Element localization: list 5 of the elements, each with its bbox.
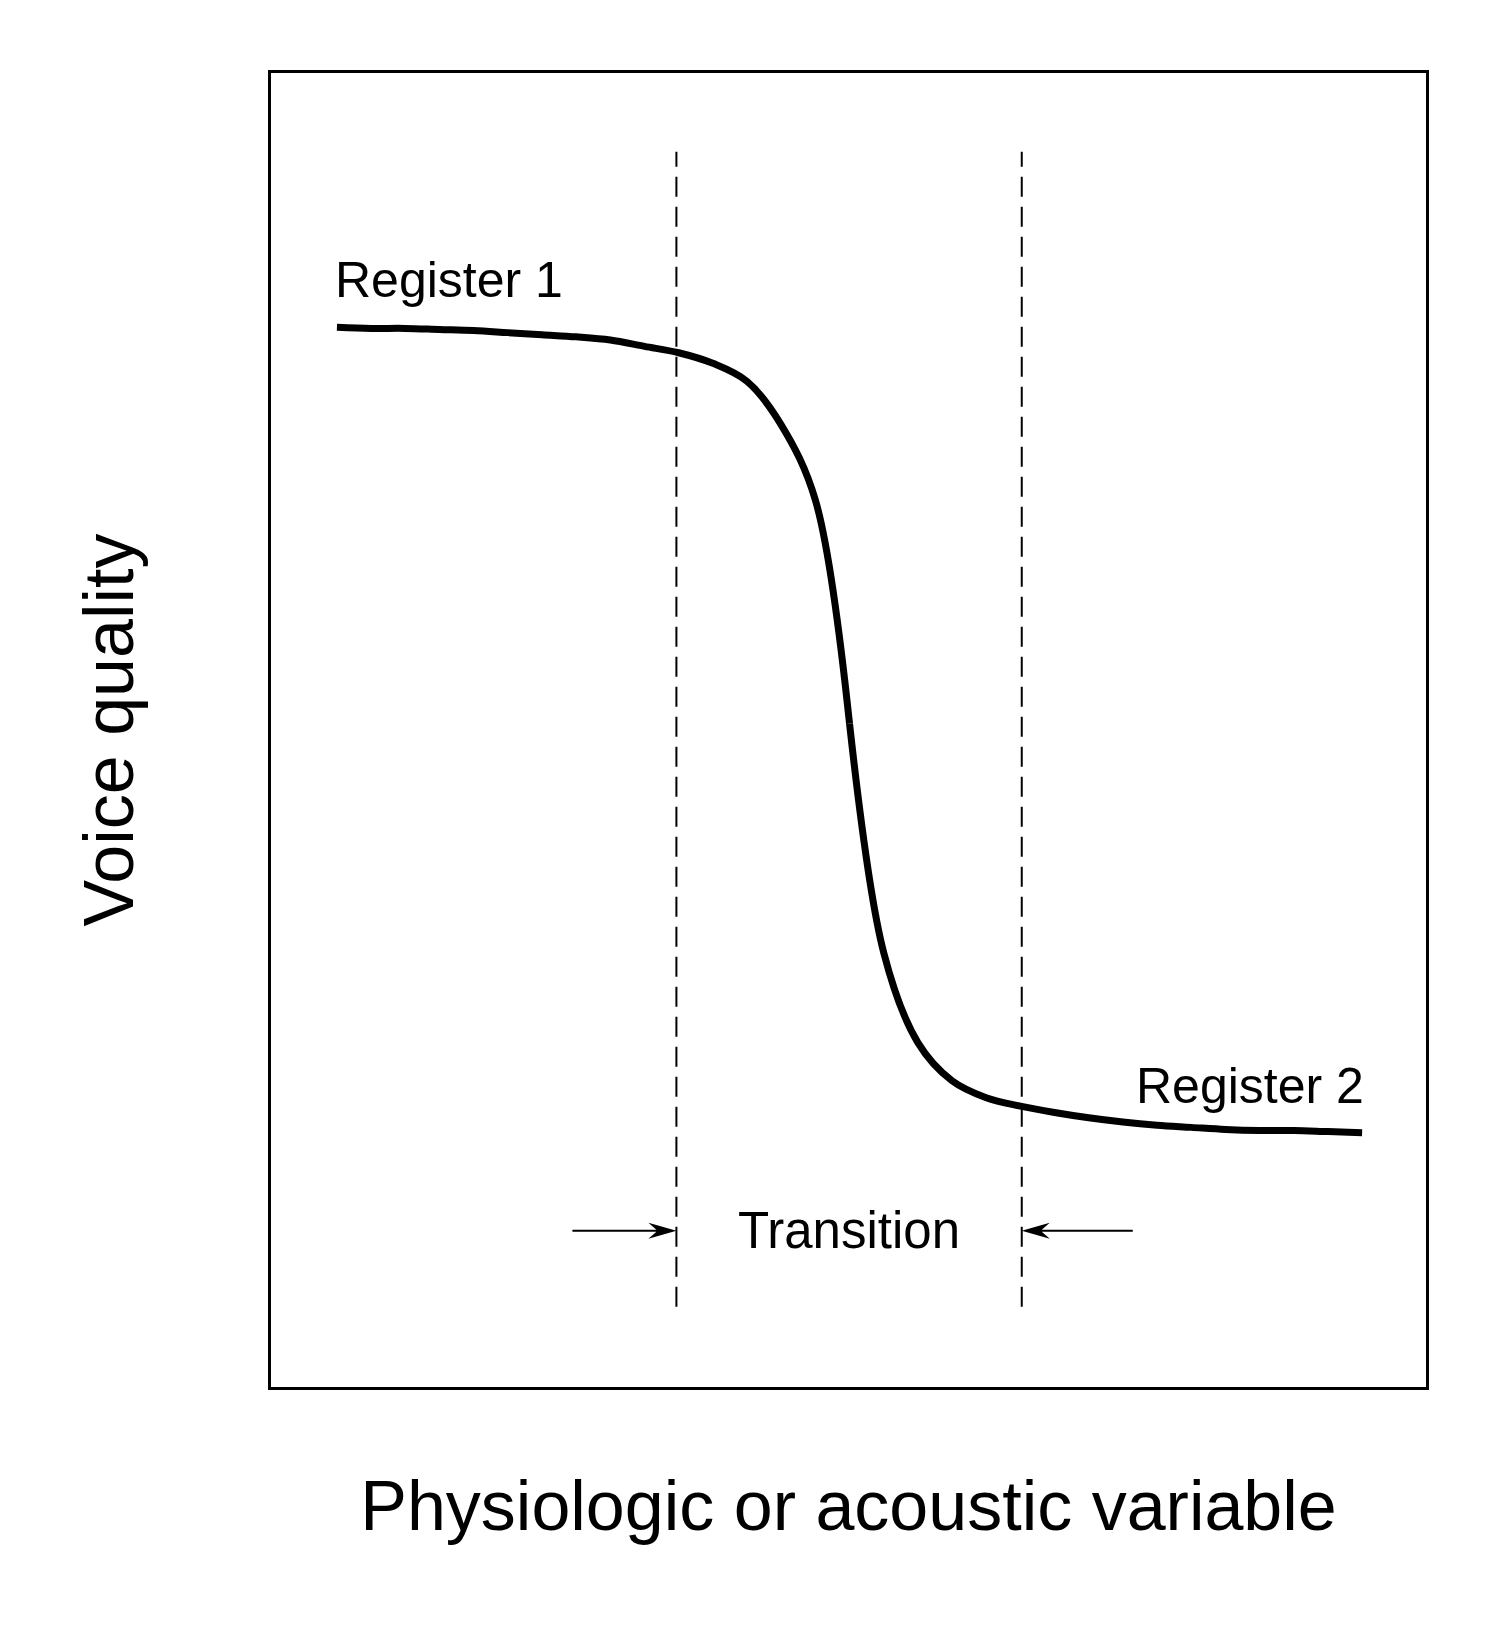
series-label: Register 1 [335, 252, 563, 308]
x-axis-title: Physiologic or acoustic variable [360, 1466, 1337, 1545]
series-label: Register 2 [1136, 1058, 1364, 1114]
y-axis-title: Voice quality [70, 533, 148, 927]
annotation: Transition [738, 1202, 961, 1259]
